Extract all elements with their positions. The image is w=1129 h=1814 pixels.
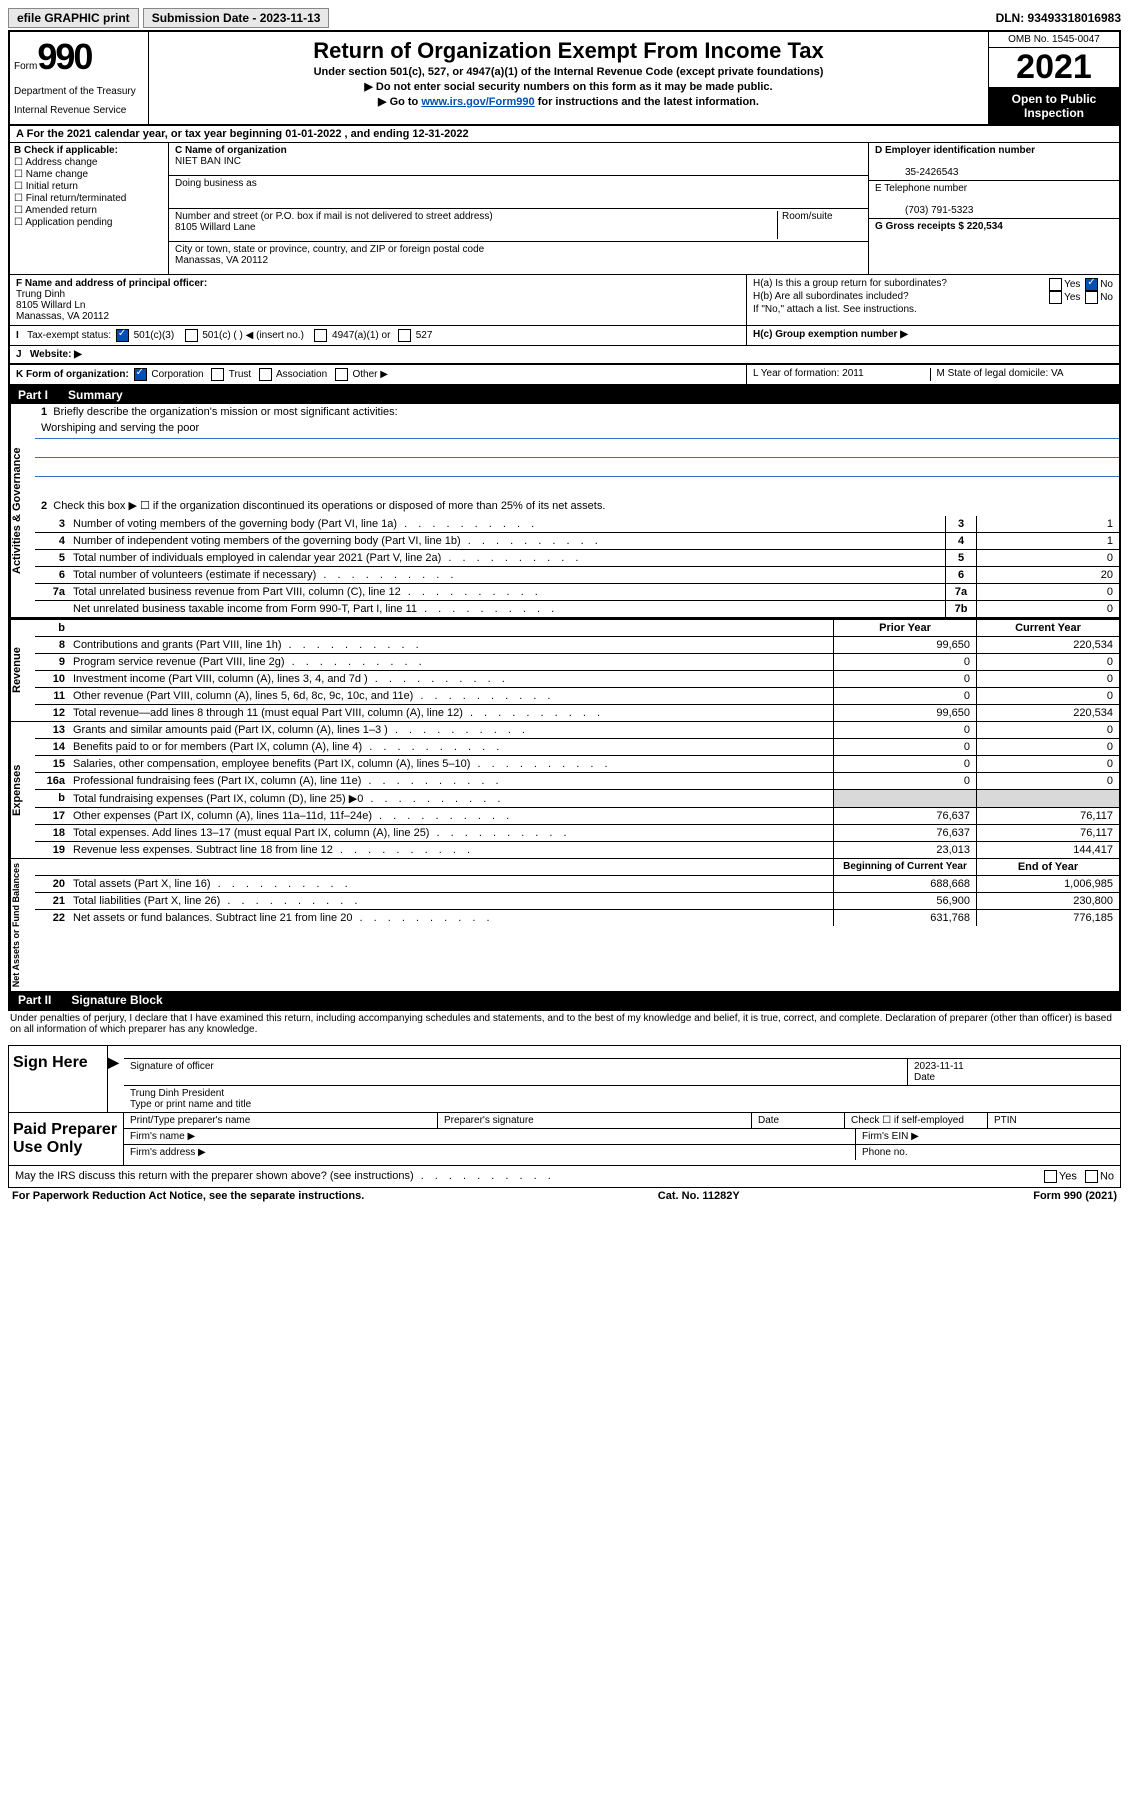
table-row: 10 Investment income (Part VIII, column … bbox=[35, 671, 1119, 688]
table-row: 3 Number of voting members of the govern… bbox=[35, 516, 1119, 533]
submission-date-button[interactable]: Submission Date - 2023-11-13 bbox=[143, 8, 330, 28]
expenses-section: Expenses 13 Grants and similar amounts p… bbox=[10, 722, 1119, 859]
table-row: 14 Benefits paid to or for members (Part… bbox=[35, 739, 1119, 756]
form-prefix: Form bbox=[14, 61, 37, 72]
table-row: 18 Total expenses. Add lines 13–17 (must… bbox=[35, 825, 1119, 842]
table-row: 15 Salaries, other compensation, employe… bbox=[35, 756, 1119, 773]
section-klm: K Form of organization: Corporation Trus… bbox=[10, 365, 1119, 386]
street-address: 8105 Willard Lane bbox=[175, 222, 256, 233]
table-row: 6 Total number of volunteers (estimate i… bbox=[35, 567, 1119, 584]
discuss-preparer-row: May the IRS discuss this return with the… bbox=[8, 1166, 1121, 1188]
section-b: B Check if applicable: ☐ Address change … bbox=[10, 143, 169, 274]
open-public-badge: Open to Public Inspection bbox=[989, 88, 1119, 124]
efile-button[interactable]: efile GRAPHIC print bbox=[8, 8, 139, 28]
table-row: 21 Total liabilities (Part X, line 26) 5… bbox=[35, 893, 1119, 910]
current-year-header: Current Year bbox=[976, 620, 1119, 636]
form-title: Return of Organization Exempt From Incom… bbox=[153, 38, 984, 64]
gross-receipts: G Gross receipts $ 220,534 bbox=[875, 221, 1003, 232]
section-j: J Website: ▶ bbox=[10, 346, 1119, 365]
dln-label: DLN: 93493318016983 bbox=[996, 11, 1121, 25]
table-row: 7a Total unrelated business revenue from… bbox=[35, 584, 1119, 601]
ssn-warning: ▶ Do not enter social security numbers o… bbox=[153, 80, 984, 93]
table-row: 19 Revenue less expenses. Subtract line … bbox=[35, 842, 1119, 858]
officer-name-title: Trung Dinh President bbox=[130, 1088, 224, 1099]
table-row: 13 Grants and similar amounts paid (Part… bbox=[35, 722, 1119, 739]
table-row: 20 Total assets (Part X, line 16) 688,66… bbox=[35, 876, 1119, 893]
perjury-statement: Under penalties of perjury, I declare th… bbox=[8, 1011, 1121, 1041]
section-deg: D Employer identification number 35-2426… bbox=[869, 143, 1119, 274]
year-formation: L Year of formation: 2011 bbox=[753, 368, 931, 381]
room-suite-label: Room/suite bbox=[777, 211, 862, 239]
table-row: Net unrelated business taxable income fr… bbox=[35, 601, 1119, 617]
officer-name: Trung Dinh bbox=[16, 289, 65, 300]
org-name: NIET BAN INC bbox=[175, 156, 241, 167]
form-number: 990 bbox=[37, 36, 91, 77]
table-row: 8 Contributions and grants (Part VIII, l… bbox=[35, 637, 1119, 654]
irs-link[interactable]: www.irs.gov/Form990 bbox=[421, 96, 534, 108]
table-row: 22 Net assets or fund balances. Subtract… bbox=[35, 910, 1119, 926]
signature-date: 2023-11-11 bbox=[914, 1061, 964, 1072]
table-row: 12 Total revenue—add lines 8 through 11 … bbox=[35, 705, 1119, 721]
goto-link-line: ▶ Go to www.irs.gov/Form990 for instruct… bbox=[153, 95, 984, 108]
table-row: 4 Number of independent voting members o… bbox=[35, 533, 1119, 550]
table-row: 9 Program service revenue (Part VIII, li… bbox=[35, 654, 1119, 671]
sign-here-label: Sign Here bbox=[9, 1046, 108, 1112]
signature-block: Sign Here ▶ Signature of officer 2023-11… bbox=[8, 1045, 1121, 1166]
tax-year: 2021 bbox=[989, 48, 1119, 88]
top-toolbar: efile GRAPHIC print Submission Date - 20… bbox=[8, 8, 1121, 28]
omb-number: OMB No. 1545-0047 bbox=[989, 32, 1119, 48]
page-footer: For Paperwork Reduction Act Notice, see … bbox=[8, 1188, 1121, 1204]
arrow-icon: ▶ bbox=[108, 1046, 124, 1112]
table-row: 11 Other revenue (Part VIII, column (A),… bbox=[35, 688, 1119, 705]
net-assets-section: Net Assets or Fund Balances Beginning of… bbox=[10, 859, 1119, 991]
entity-info-row: B Check if applicable: ☐ Address change … bbox=[10, 143, 1119, 275]
ein: 35-2426543 bbox=[875, 167, 958, 178]
city-state-zip: Manassas, VA 20112 bbox=[175, 255, 268, 266]
dept-treasury: Department of the Treasury bbox=[14, 86, 144, 97]
table-row: 16a Professional fundraising fees (Part … bbox=[35, 773, 1119, 790]
section-i-hc: I Tax-exempt status: 501(c)(3) 501(c) ( … bbox=[10, 326, 1119, 346]
telephone: (703) 791-5323 bbox=[875, 205, 973, 216]
activities-governance-section: Activities & Governance 1 Briefly descri… bbox=[10, 404, 1119, 618]
line-b-marker: b bbox=[35, 620, 69, 636]
form-subtitle: Under section 501(c), 527, or 4947(a)(1)… bbox=[153, 66, 984, 78]
end-year-header: End of Year bbox=[976, 859, 1119, 875]
mission-text: Worshiping and serving the poor bbox=[35, 420, 1119, 439]
irs-label: Internal Revenue Service bbox=[14, 105, 144, 116]
form-header: Form990 Department of the Treasury Inter… bbox=[10, 32, 1119, 126]
revenue-section: Revenue b Prior Year Current Year 8 Cont… bbox=[10, 618, 1119, 722]
part-i-header: Part ISummary bbox=[10, 386, 1119, 404]
table-row: 5 Total number of individuals employed i… bbox=[35, 550, 1119, 567]
part-ii-header: Part IISignature Block bbox=[10, 991, 1119, 1009]
tax-year-period: A For the 2021 calendar year, or tax yea… bbox=[10, 126, 1119, 143]
prior-year-header: Prior Year bbox=[833, 620, 976, 636]
section-f-h: F Name and address of principal officer:… bbox=[10, 275, 1119, 326]
state-domicile: M State of legal domicile: VA bbox=[931, 368, 1114, 381]
form-container: Form990 Department of the Treasury Inter… bbox=[8, 30, 1121, 1011]
paid-preparer-label: Paid Preparer Use Only bbox=[9, 1113, 124, 1165]
table-row: b Total fundraising expenses (Part IX, c… bbox=[35, 790, 1119, 808]
section-c: C Name of organization NIET BAN INC Doin… bbox=[169, 143, 869, 274]
begin-year-header: Beginning of Current Year bbox=[833, 859, 976, 875]
dba-label: Doing business as bbox=[169, 176, 868, 209]
table-row: 17 Other expenses (Part IX, column (A), … bbox=[35, 808, 1119, 825]
